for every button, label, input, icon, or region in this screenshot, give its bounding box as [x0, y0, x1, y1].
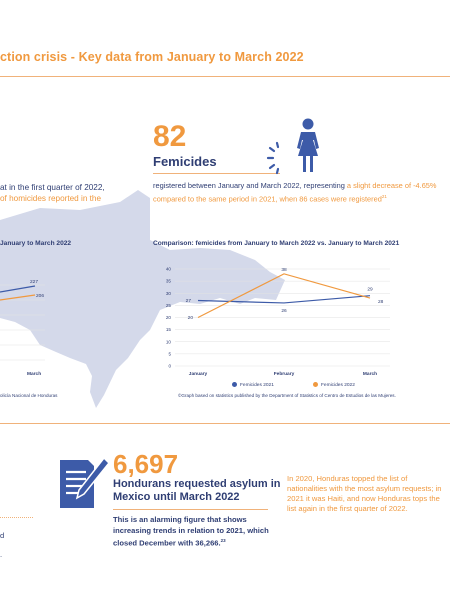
left-series-blue	[0, 285, 36, 293]
data-label: 26	[281, 308, 287, 314]
legend-2021-marker	[232, 382, 237, 387]
x-tick-label: January	[189, 371, 208, 377]
series-line	[197, 295, 371, 304]
asylum-divider	[113, 509, 268, 510]
asylum-description-text: This is an alarming figure that shows in…	[113, 515, 269, 548]
honduras-map-shape	[0, 190, 285, 408]
femicides-description: registered between January and March 202…	[153, 181, 448, 204]
document-pen-icon	[60, 456, 110, 508]
header-divider	[0, 76, 450, 77]
y-tick-label: 0	[168, 364, 171, 369]
left-label-bottom: 206	[36, 293, 44, 299]
legend-2022-label: Femicides 2022	[321, 382, 355, 388]
comparison-chart-source: ©Graph based on statistics published by …	[178, 393, 396, 398]
legend-2021: Femicides 2021	[232, 382, 274, 388]
asylum-label: Hondurans requested asylum in Mexico unt…	[113, 478, 281, 503]
legend-2021-label: Femicides 2021	[240, 382, 274, 388]
legend-2022: Femicides 2022	[313, 382, 355, 388]
page-title: ction crisis - Key data from January to …	[0, 50, 304, 64]
y-tick-label: 10	[166, 339, 172, 344]
femicides-description-main: registered between January and March 202…	[153, 181, 347, 190]
y-tick-label: 5	[168, 351, 171, 356]
data-label: 27	[186, 298, 192, 304]
left-chart-title: January to March 2022	[0, 240, 72, 247]
comparison-chart-title: Comparison: femicides from January to Ma…	[153, 240, 400, 247]
homicides-line-1: at in the first quarter of 2022,	[0, 183, 105, 192]
data-label: 38	[281, 267, 287, 273]
woman-figure-icon	[266, 118, 319, 175]
homicides-line-2: of homicides reported in the	[0, 194, 102, 203]
femicides-footnote: 21	[381, 193, 387, 199]
y-tick-label: 20	[166, 315, 172, 320]
femicides-label: Femicides	[153, 154, 217, 169]
y-tick-label: 15	[166, 327, 172, 332]
asylum-ranking-note: In 2020, Honduras topped the list of nat…	[287, 474, 442, 513]
femicides-number: 82	[153, 120, 187, 153]
y-tick-label: 25	[166, 303, 172, 308]
left-x-label: March	[27, 371, 41, 377]
series-line	[197, 273, 371, 319]
y-tick-label: 30	[166, 291, 172, 296]
left-fragment-a: d	[0, 531, 5, 540]
x-tick-label: March	[363, 371, 377, 377]
asylum-footnote: 23	[220, 538, 226, 543]
asylum-description: This is an alarming figure that shows in…	[113, 515, 283, 549]
legend-2022-marker	[313, 382, 318, 387]
left-label-top: 227	[30, 279, 38, 285]
homicides-text: at in the first quarter of 2022, of homi…	[0, 182, 105, 204]
x-tick-label: February	[274, 371, 295, 377]
asylum-number: 6,697	[113, 449, 179, 479]
data-label: 28	[378, 299, 384, 305]
comparison-line-chart: 0 5 10 15 20 25 30 35 40 January February March 27 26…	[166, 267, 390, 377]
left-fragment-b: .	[0, 550, 3, 559]
femicides-divider	[153, 173, 280, 174]
left-partial-chart: 227 206 March	[0, 279, 45, 377]
left-dotted-rule	[0, 517, 33, 518]
data-label: 20	[188, 315, 194, 321]
femicides-description-highlight: a slight decrease of -4.65% compared to …	[153, 181, 437, 203]
y-tick-label: 40	[166, 267, 172, 272]
y-tick-label: 35	[166, 279, 172, 284]
data-label: 29	[367, 287, 373, 293]
left-chart-source: olicía Nacional de Honduras	[0, 393, 58, 398]
section-divider	[0, 423, 450, 424]
left-series-orange	[0, 294, 36, 301]
